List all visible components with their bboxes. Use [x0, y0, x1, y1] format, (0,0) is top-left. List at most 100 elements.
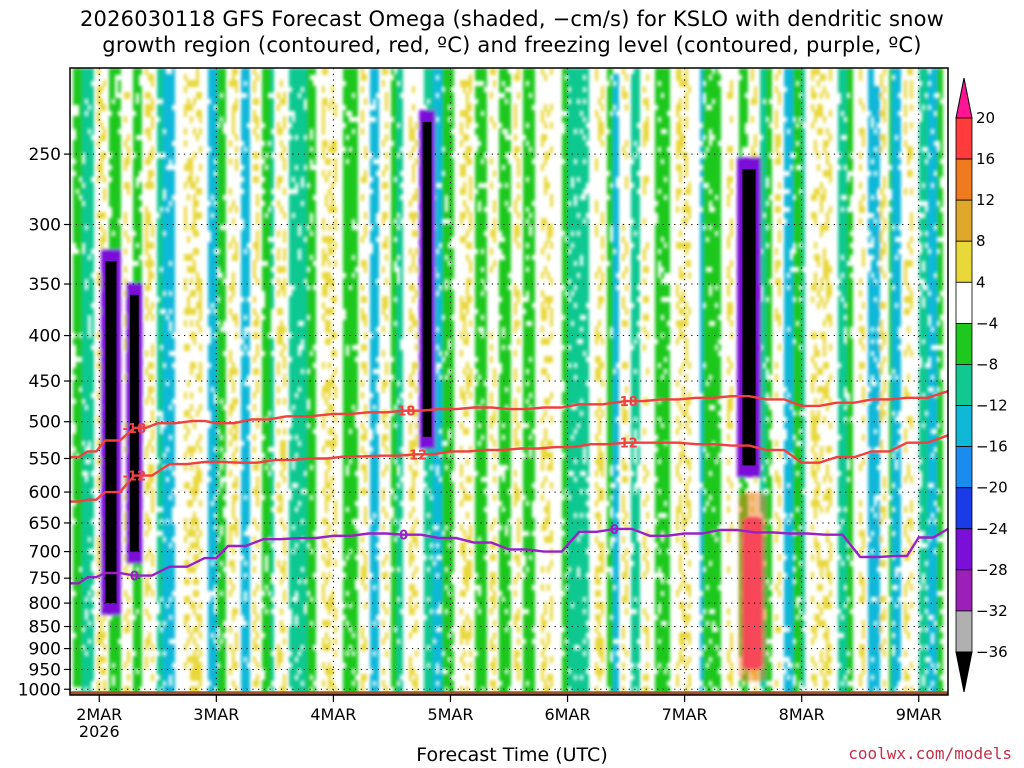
omega-cell	[292, 146, 295, 153]
omega-cell	[295, 230, 298, 237]
omega-cell	[241, 602, 244, 609]
omega-cell	[172, 80, 175, 87]
omega-cell	[157, 272, 160, 279]
omega-cell	[346, 224, 349, 231]
omega-cell	[313, 158, 316, 165]
omega-cell	[160, 260, 163, 267]
omega-cell	[169, 254, 172, 261]
omega-cell	[256, 230, 259, 237]
omega-cell	[289, 74, 292, 81]
omega-cell	[298, 146, 301, 153]
omega-cell	[76, 458, 79, 465]
omega-cell	[217, 602, 220, 609]
omega-cell	[145, 482, 148, 489]
omega-cell	[88, 554, 91, 561]
omega-cell	[313, 626, 316, 633]
omega-cell	[79, 548, 82, 555]
omega-cell	[109, 170, 112, 177]
omega-cell	[292, 272, 295, 279]
omega-cell	[262, 662, 265, 669]
omega-cell	[211, 296, 214, 303]
omega-cell	[262, 212, 265, 219]
omega-cell	[88, 488, 91, 495]
omega-cell	[298, 296, 301, 303]
omega-cell	[328, 560, 331, 567]
omega-cell	[235, 368, 238, 375]
omega-cell	[313, 146, 316, 153]
omega-cell	[79, 626, 82, 633]
omega-cell	[304, 110, 307, 117]
omega-cell	[241, 332, 244, 339]
omega-cell	[172, 374, 175, 381]
omega-cell	[310, 194, 313, 201]
omega-cell	[217, 134, 220, 141]
omega-cell	[262, 236, 265, 243]
omega-cell	[247, 494, 250, 501]
omega-cell	[262, 230, 265, 237]
omega-cell	[277, 104, 280, 111]
omega-cell	[163, 554, 166, 561]
omega-cell	[298, 392, 301, 399]
omega-cell	[73, 656, 76, 663]
omega-cell	[283, 674, 286, 681]
omega-cell	[139, 218, 142, 225]
omega-cell	[307, 248, 310, 255]
omega-cell	[295, 308, 298, 315]
omega-cell	[160, 182, 163, 189]
omega-cell	[253, 368, 256, 375]
omega-cell	[73, 314, 76, 321]
omega-cell	[343, 422, 346, 429]
omega-cell	[217, 404, 220, 411]
omega-cell	[307, 242, 310, 249]
omega-cell	[310, 224, 313, 231]
omega-cell	[244, 614, 247, 621]
omega-cell	[91, 188, 94, 195]
omega-cell	[232, 74, 235, 81]
omega-cell	[310, 104, 313, 111]
omega-cell	[136, 146, 139, 153]
omega-cell	[313, 170, 316, 177]
omega-cell	[109, 242, 112, 249]
omega-cell	[277, 230, 280, 237]
omega-cell	[160, 236, 163, 243]
omega-cell	[313, 308, 316, 315]
omega-cell	[229, 440, 232, 447]
omega-cell	[190, 290, 193, 297]
omega-cell	[169, 302, 172, 309]
omega-cell	[163, 368, 166, 375]
omega-cell	[307, 122, 310, 129]
omega-cell	[313, 416, 316, 423]
omega-cell	[82, 410, 85, 417]
omega-cell	[304, 644, 307, 651]
omega-cell	[151, 98, 154, 105]
omega-cell	[343, 536, 346, 543]
omega-cell	[148, 152, 151, 159]
omega-cell	[136, 278, 139, 285]
omega-cell	[307, 386, 310, 393]
omega-cell	[301, 80, 304, 87]
omega-cell	[214, 350, 217, 357]
omega-cell	[307, 494, 310, 501]
omega-cell	[199, 344, 202, 351]
omega-cell	[268, 434, 271, 441]
omega-cell	[97, 140, 100, 147]
omega-cell	[73, 140, 76, 147]
omega-cell	[112, 110, 115, 117]
omega-cell	[91, 110, 94, 117]
omega-cell	[190, 416, 193, 423]
omega-cell	[211, 158, 214, 165]
omega-cell	[247, 422, 250, 429]
omega-cell	[343, 668, 346, 675]
omega-cell	[76, 146, 79, 153]
omega-cell	[85, 560, 88, 567]
omega-cell	[220, 518, 223, 525]
omega-cell	[343, 542, 346, 549]
omega-cell	[343, 164, 346, 171]
omega-cell	[346, 212, 349, 219]
omega-cell	[217, 302, 220, 309]
omega-cell	[73, 284, 76, 291]
omega-cell	[244, 74, 247, 81]
omega-cell	[163, 644, 166, 651]
omega-cell	[187, 164, 190, 171]
omega-cell	[301, 122, 304, 129]
